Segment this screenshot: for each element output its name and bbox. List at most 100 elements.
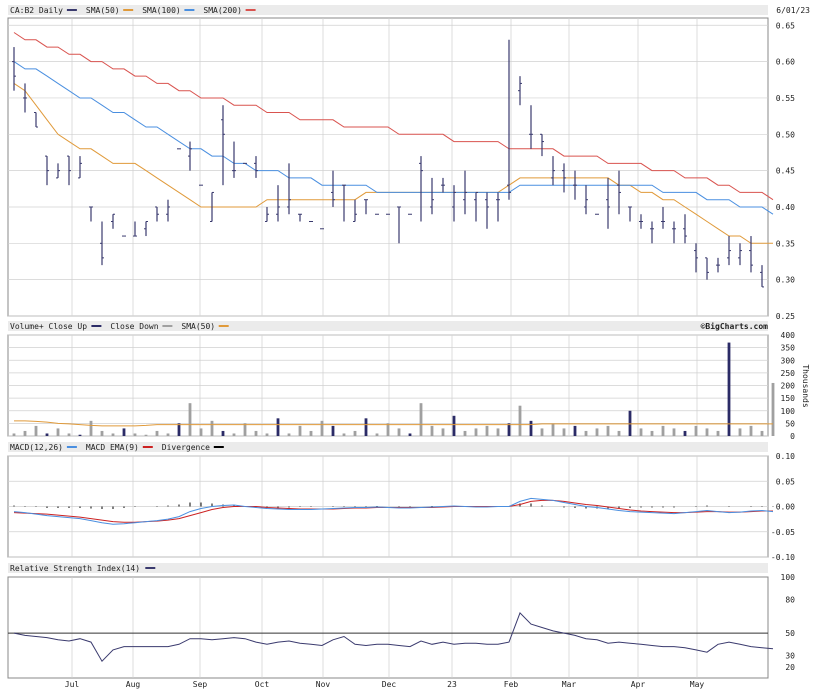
volume-bar-61 [683,430,687,436]
volume-legend-label-0: Volume+ Close Up [10,322,87,331]
volume-bar-49 [551,423,555,436]
volume-bar-66 [738,428,742,436]
volume-bar-62 [694,425,698,436]
volume-bar-20 [232,433,236,436]
volume-bar-2 [34,425,38,436]
rsi-legend-bg [8,563,768,573]
x-axis-label-feb: Feb [504,680,519,689]
volume-bar-65 [727,342,731,436]
volume-ytick-6: 300 [781,356,796,365]
volume-ytick-0: 0 [790,432,795,441]
volume-bar-47 [529,420,533,436]
price-ytick-1: 0.30 [776,276,795,285]
volume-bar-60 [672,428,676,436]
volume-bar-31 [353,430,357,436]
volume-bar-46 [518,405,522,436]
volume-bar-5 [67,433,71,436]
volume-legend-label-2: SMA(50) [181,322,215,331]
x-axis-label-may: May [690,680,705,689]
volume-ytick-4: 200 [781,382,796,391]
volume-bar-10 [122,428,126,436]
volume-bar-4 [56,428,60,436]
volume-bar-32 [364,418,368,436]
volume-bar-6 [78,434,82,436]
volume-bar-15 [177,423,181,436]
volume-bar-1 [23,430,27,436]
volume-bar-11 [133,433,137,436]
x-axis-label-jul: Jul [65,680,80,689]
volume-bar-8 [100,430,104,436]
volume-bar-52 [584,430,588,436]
volume-bar-53 [595,428,599,436]
volume-bar-19 [221,430,225,436]
x-axis-label-dec: Dec [382,680,397,689]
price-ytick-6: 0.55 [776,94,795,103]
volume-unit-label: Thousands [801,364,810,408]
macd-ema-line [13,499,773,523]
volume-bar-27 [309,430,313,436]
volume-bar-56 [628,410,632,436]
volume-bar-67 [749,425,753,436]
volume-bar-68 [760,430,764,436]
price-sma-50-line [13,82,773,244]
volume-ytick-7: 350 [781,344,796,353]
x-axis-label-oct: Oct [255,680,270,689]
volume-bar-42 [474,428,478,436]
rsi-ytick-0: 20 [785,663,795,672]
x-axis-label-aug: Aug [126,680,141,689]
volume-bar-33 [375,433,379,436]
volume-bar-41 [463,430,467,436]
macd-line [13,497,774,525]
volume-bar-25 [287,433,291,436]
volume-bar-14 [166,433,170,436]
volume-bar-37 [419,403,423,436]
volume-ytick-5: 250 [781,369,796,378]
volume-bar-54 [606,425,610,436]
x-axis-label-sep: Sep [193,680,208,689]
volume-bar-0 [12,433,16,436]
volume-sma50-line [14,420,773,427]
volume-bar-45 [507,423,511,436]
volume-bar-39 [441,428,445,436]
volume-bar-40 [452,415,456,436]
macd-ytick-1: 0.05 [776,477,795,486]
volume-bar-51 [573,425,577,436]
volume-bar-38 [430,425,434,436]
rsi-ytick-3: 80 [785,595,795,604]
price-legend-label-0: CA:B2 Daily [10,6,63,15]
volume-bar-21 [243,423,247,436]
volume-bar-24 [276,418,280,436]
x-axis-label-mar: Mar [562,680,577,689]
volume-bar-57 [639,428,643,436]
volume-bar-13 [155,430,159,436]
price-ytick-0: 0.25 [776,312,795,321]
macd-legend-label-1: MACD EMA(9) [86,443,139,452]
volume-bar-36 [408,433,412,436]
volume-ytick-3: 150 [781,394,796,403]
price-ytick-4: 0.45 [776,167,795,176]
volume-bar-44 [496,428,500,436]
volume-bar-48 [540,428,544,436]
price-ytick-2: 0.35 [776,239,795,248]
volume-legend-bg [8,321,768,331]
price-sma-100-line [13,61,774,215]
volume-bar-23 [265,433,269,436]
volume-bar-59 [661,425,665,436]
volume-ytick-2: 100 [781,407,796,416]
volume-bar-58 [650,430,654,436]
volume-bar-64 [716,430,720,436]
volume-bar-50 [562,428,566,436]
volume-bar-7 [89,420,93,436]
rsi-ytick-2: 50 [785,629,795,638]
volume-bar-29 [331,425,335,436]
price-ytick-7: 0.60 [776,58,795,67]
macd-ytick-2: 0.00 [776,503,795,512]
rsi-frame [7,576,769,679]
macd-legend-label-0: MACD(12,26) [10,443,63,452]
volume-bar-55 [617,430,621,436]
price-legend-bg [8,5,768,15]
price-ytick-5: 0.50 [776,130,795,139]
volume-ytick-8: 400 [781,331,796,340]
volume-bar-34 [386,423,390,436]
